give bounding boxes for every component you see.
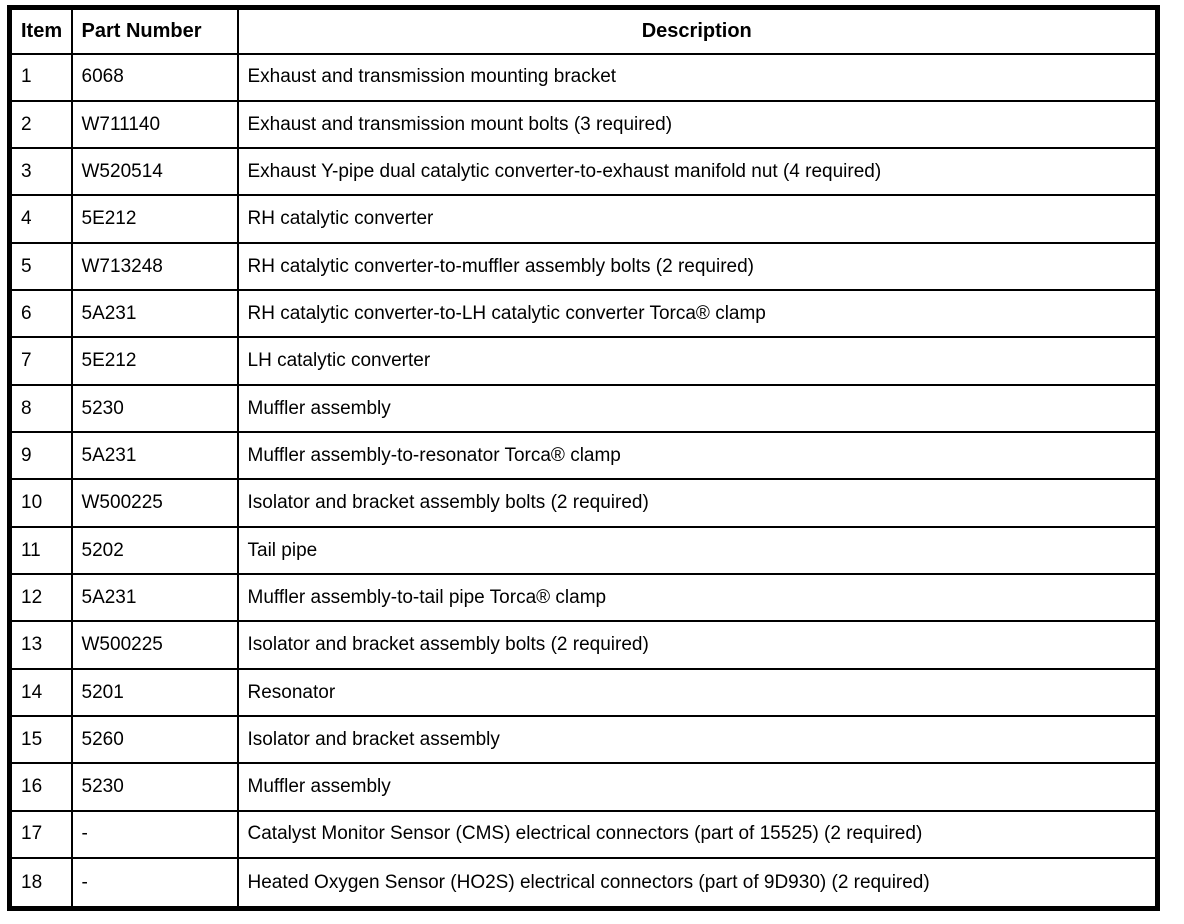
table-row: 3 W520514 Exhaust Y-pipe dual catalytic co… [8, 147, 1159, 197]
item-cell: 2 [8, 99, 73, 150]
description-cell: Muffler assembly-to-tail pipe Torca® cla… [236, 573, 1159, 623]
part-number-cell: 5230 [70, 383, 239, 434]
header-row: Item Part Number Description [8, 6, 1159, 55]
part-number-cell: W500225 [70, 620, 239, 670]
description-cell: Heated Oxygen Sensor (HO2S) electrical c… [236, 857, 1159, 910]
part-number-cell: W711140 [70, 99, 239, 150]
part-number-cell: 5260 [70, 715, 239, 765]
parts-table-header: Item Part Number Description [8, 6, 1159, 55]
table-row: 12 5A231 Muffler assembly-to-tail pipe Tor… [8, 573, 1159, 623]
table-row: 13 W500225 Isolator and bracket assembly b… [8, 620, 1159, 670]
description-cell: Isolator and bracket assembly [236, 715, 1159, 765]
parts-table-body: 1 6068 Exhaust and transmission mounting b… [8, 52, 1159, 910]
description-cell: Isolator and bracket assembly bolts (2 r… [236, 620, 1159, 670]
description-cell: Catalyst Monitor Sensor (CMS) electrical… [236, 809, 1159, 860]
description-cell: Isolator and bracket assembly bolts (2 r… [236, 478, 1159, 528]
description-cell: Exhaust and transmission mount bolts (3 … [236, 99, 1159, 150]
table-row: 11 5202 Tail pipe [8, 525, 1159, 576]
description-cell: RH catalytic converter-to-LH catalytic c… [236, 289, 1159, 339]
part-number-cell: 5202 [70, 525, 239, 576]
parts-table: Item Part Number Description 1 6068 Exhaus… [7, 5, 1160, 911]
column-header-description: Description [236, 6, 1159, 55]
item-cell: 6 [8, 289, 73, 339]
item-cell: 18 [8, 857, 73, 910]
table-row: 8 5230 Muffler assembly [8, 383, 1159, 434]
item-cell: 12 [8, 573, 73, 623]
item-cell: 16 [8, 762, 73, 812]
description-cell: Muffler assembly [236, 762, 1159, 812]
item-cell: 17 [8, 809, 73, 860]
column-header-part-number: Part Number [70, 6, 239, 55]
part-number-cell: - [70, 809, 239, 860]
table-row: 6 5A231 RH catalytic converter-to-LH catal… [8, 289, 1159, 339]
part-number-cell: - [70, 857, 239, 910]
table-row: 9 5A231 Muffler assembly-to-resonator Torc… [8, 431, 1159, 481]
part-number-cell: 5230 [70, 762, 239, 812]
description-cell: Exhaust and transmission mounting bracke… [236, 52, 1159, 102]
part-number-cell: W520514 [70, 147, 239, 197]
part-number-cell: 5A231 [70, 289, 239, 339]
table-row: 5 W713248 RH catalytic converter-to-muffle… [8, 241, 1159, 292]
part-number-cell: 6068 [70, 52, 239, 102]
table-row: 2 W711140 Exhaust and transmission mount b… [8, 99, 1159, 150]
part-number-cell: W500225 [70, 478, 239, 528]
item-cell: 5 [8, 241, 73, 292]
part-number-cell: 5E212 [70, 336, 239, 386]
item-cell: 7 [8, 336, 73, 386]
part-number-cell: W713248 [70, 241, 239, 292]
description-cell: Muffler assembly-to-resonator Torca® cla… [236, 431, 1159, 481]
item-cell: 15 [8, 715, 73, 765]
part-number-cell: 5E212 [70, 194, 239, 244]
item-cell: 13 [8, 620, 73, 670]
item-cell: 11 [8, 525, 73, 576]
part-number-cell: 5201 [70, 667, 239, 718]
table-row: 18- Heated Oxygen Sensor (HO2S) electrica… [8, 857, 1159, 910]
table-row: 17- Catalyst Monitor Sensor (CMS) electri… [8, 809, 1159, 860]
description-cell: RH catalytic converter [236, 194, 1159, 244]
table-row: 14 5201 Resonator [8, 667, 1159, 718]
table-row: 16 5230 Muffler assembly [8, 762, 1159, 812]
table-row: 4 5E212 RH catalytic converter [8, 194, 1159, 244]
table-row: 10 W500225 Isolator and bracket assembly b… [8, 478, 1159, 528]
item-cell: 14 [8, 667, 73, 718]
item-cell: 8 [8, 383, 73, 434]
item-cell: 1 [8, 52, 73, 102]
description-cell: Resonator [236, 667, 1159, 718]
description-cell: LH catalytic converter [236, 336, 1159, 386]
description-cell: Tail pipe [236, 525, 1159, 576]
description-cell: Exhaust Y-pipe dual catalytic converter-… [236, 147, 1159, 197]
description-cell: Muffler assembly [236, 383, 1159, 434]
item-cell: 10 [8, 478, 73, 528]
table-row: 7 5E212 LH catalytic converter [8, 336, 1159, 386]
item-cell: 4 [8, 194, 73, 244]
item-cell: 3 [8, 147, 73, 197]
column-header-item: Item [8, 6, 73, 55]
item-cell: 9 [8, 431, 73, 481]
description-cell: RH catalytic converter-to-muffler assemb… [236, 241, 1159, 292]
table-row: 1 6068 Exhaust and transmission mounting b… [8, 52, 1159, 102]
part-number-cell: 5A231 [70, 431, 239, 481]
table-row: 15 5260 Isolator and bracket assembly [8, 715, 1159, 765]
part-number-cell: 5A231 [70, 573, 239, 623]
